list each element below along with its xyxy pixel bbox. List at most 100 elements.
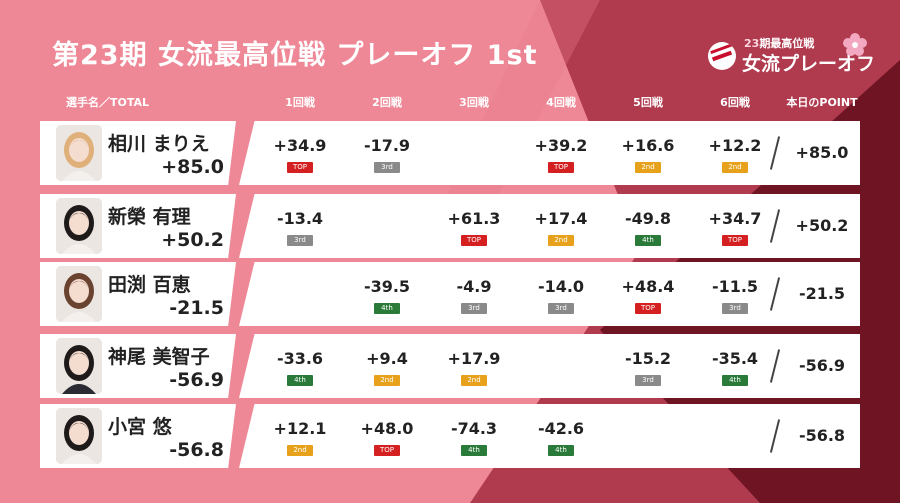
rank-badge: 2nd: [635, 162, 661, 173]
player-row: 小宮 悠 -56.8 +12.1 2nd +48.0 TOP -74.3 4th -42.6 4t…: [40, 404, 860, 468]
player-total: -56.9: [169, 369, 224, 391]
rank-badge: 4th: [722, 375, 748, 386]
rank-badge: TOP: [722, 235, 748, 246]
round-2-cell: [347, 194, 427, 258]
round-score: -35.4: [711, 349, 759, 368]
round-score: +12.2: [708, 136, 762, 155]
header-round-2: 2回戦: [372, 96, 402, 109]
rank-badge: 3rd: [548, 303, 574, 314]
header-day-point: 本日のPOINT: [786, 96, 858, 109]
round-score: -11.5: [711, 277, 759, 296]
round-score: +17.4: [534, 209, 588, 228]
round-score: +48.0: [360, 419, 414, 438]
player-name-card: 新榮 有理 +50.2: [40, 194, 236, 258]
day-point: -56.9: [798, 356, 846, 375]
round-2-cell: +48.0 TOP: [347, 404, 427, 468]
round-3-cell: +61.3 TOP: [434, 194, 514, 258]
header-round-3: 3回戦: [459, 96, 489, 109]
score-card: [239, 334, 860, 398]
round-5-cell: +48.4 TOP: [608, 262, 688, 326]
player-total: +50.2: [161, 229, 224, 251]
round-score: -42.6: [537, 419, 585, 438]
player-avatar: [56, 198, 102, 254]
header-round-5: 5回戦: [633, 96, 663, 109]
rank-badge: 3rd: [374, 162, 400, 173]
player-row: 新榮 有理 +50.2 -13.4 3rd +61.3 TOP +17.4 2nd -49.8 4…: [40, 194, 860, 258]
round-1-cell: +12.1 2nd: [260, 404, 340, 468]
player-row: 相川 まりえ +85.0 +34.9 TOP -17.9 3rd +39.2 TOP +16.6…: [40, 121, 860, 185]
header-player-total: 選手名／TOTAL: [66, 96, 150, 109]
player-total: +85.0: [161, 156, 224, 178]
score-card: [239, 194, 860, 258]
sakura-icon: [843, 33, 867, 56]
round-score: -33.6: [276, 349, 324, 368]
rank-badge: 3rd: [287, 235, 313, 246]
round-5-cell: -49.8 4th: [608, 194, 688, 258]
rank-badge: 2nd: [461, 375, 487, 386]
round-1-cell: -33.6 4th: [260, 334, 340, 398]
player-row: 田渕 百恵 -21.5 -39.5 4th -4.9 3rd -14.0 3rd +48.4 TO…: [40, 262, 860, 326]
round-5-cell: +16.6 2nd: [608, 121, 688, 185]
rank-badge: 4th: [548, 445, 574, 456]
rank-badge: 2nd: [722, 162, 748, 173]
player-name: 神尾 美智子: [108, 346, 210, 368]
day-point: +85.0: [795, 143, 849, 162]
rank-badge: 4th: [635, 235, 661, 246]
round-score: +12.1: [273, 419, 327, 438]
player-avatar: [56, 266, 102, 322]
player-avatar: [56, 408, 102, 464]
player-name-card: 小宮 悠 -56.8: [40, 404, 236, 468]
player-name-card: 田渕 百恵 -21.5: [40, 262, 236, 326]
rank-badge: TOP: [635, 303, 661, 314]
player-name: 小宮 悠: [108, 416, 172, 438]
rank-badge: 3rd: [635, 375, 661, 386]
rank-badge: 3rd: [722, 303, 748, 314]
round-6-cell: [695, 404, 775, 468]
rank-badge: 2nd: [287, 445, 313, 456]
player-total: -56.8: [169, 439, 224, 461]
round-score: +61.3: [447, 209, 501, 228]
round-1-cell: +34.9 TOP: [260, 121, 340, 185]
rank-badge: 4th: [461, 445, 487, 456]
player-name-card: 相川 まりえ +85.0: [40, 121, 236, 185]
player-name: 田渕 百恵: [108, 274, 191, 296]
header-round-1: 1回戦: [285, 96, 315, 109]
player-name-card: 神尾 美智子 -56.9: [40, 334, 236, 398]
page-title: 第23期 女流最高位戦 プレーオフ 1st: [52, 40, 538, 71]
player-name: 相川 まりえ: [108, 133, 210, 155]
round-1-cell: [260, 262, 340, 326]
round-6-cell: -11.5 3rd: [695, 262, 775, 326]
round-score: -17.9: [363, 136, 411, 155]
round-5-cell: [608, 404, 688, 468]
round-6-cell: +12.2 2nd: [695, 121, 775, 185]
score-card: [239, 404, 860, 468]
logo-subtitle: 23期最高位戦: [744, 37, 815, 50]
round-score: +9.4: [366, 349, 408, 368]
logo-mark-icon: [708, 42, 736, 70]
rank-badge: TOP: [374, 445, 400, 456]
day-point: +50.2: [795, 216, 849, 235]
round-4-cell: +17.4 2nd: [521, 194, 601, 258]
round-3-cell: -74.3 4th: [434, 404, 514, 468]
rank-badge: 4th: [374, 303, 400, 314]
round-score: -74.3: [450, 419, 498, 438]
day-point: -21.5: [798, 284, 846, 303]
rank-badge: 3rd: [461, 303, 487, 314]
round-score: +34.7: [708, 209, 762, 228]
player-name: 新榮 有理: [108, 206, 191, 228]
player-total: -21.5: [169, 297, 224, 319]
rank-badge: TOP: [287, 162, 313, 173]
rank-badge: TOP: [548, 162, 574, 173]
round-4-cell: -42.6 4th: [521, 404, 601, 468]
round-score: -14.0: [537, 277, 585, 296]
rank-badge: 4th: [287, 375, 313, 386]
round-score: +34.9: [273, 136, 327, 155]
round-score: -39.5: [363, 277, 411, 296]
score-card: [239, 121, 860, 185]
player-avatar: [56, 125, 102, 181]
logo-main-text: 女流プレーオフ: [742, 53, 876, 75]
header-round-6: 6回戦: [720, 96, 750, 109]
round-4-cell: +39.2 TOP: [521, 121, 601, 185]
round-score: -15.2: [624, 349, 672, 368]
rank-badge: 2nd: [374, 375, 400, 386]
